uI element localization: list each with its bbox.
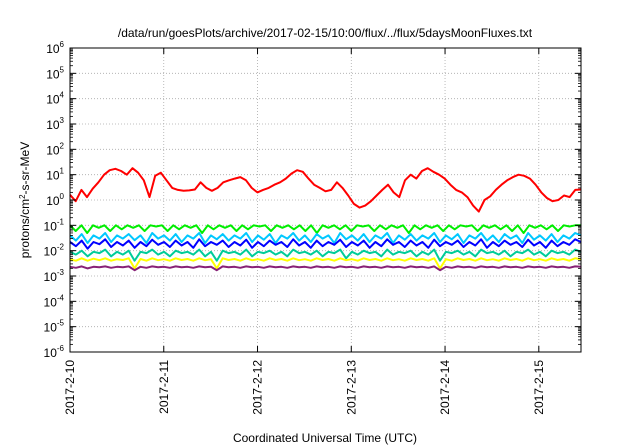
chart-title: /data/run/goesPlots/archive/2017-02-15/1… [118, 26, 533, 40]
x-axis: 2017-2-10 2017-2-11 2017-2-12 2017-2-13 2017… [63, 48, 546, 415]
y-tick-label: 106 [46, 40, 64, 56]
y-axis-label-suffix: -s-sr-MeV [18, 142, 32, 195]
series-line [69, 224, 581, 234]
y-tick-label: 10-6 [44, 344, 65, 360]
y-tick-label: 10-2 [44, 243, 65, 259]
series-line [69, 232, 582, 244]
x-tick-label: 2017-2-13 [344, 360, 358, 415]
y-tick-label: 104 [46, 91, 64, 107]
x-tick-label: 2017-2-12 [251, 360, 265, 415]
series-lines [69, 167, 582, 272]
gridlines [70, 48, 581, 352]
y-tick-label: 103 [46, 116, 64, 132]
series-line [69, 238, 582, 250]
series-line [69, 248, 582, 262]
series-line [69, 257, 582, 270]
y-tick-label: 10-5 [44, 319, 65, 335]
x-tick-label: 2017-2-10 [63, 360, 77, 415]
y-tick-label: 10-1 [44, 217, 65, 233]
series-line [69, 265, 582, 272]
y-tick-label: 101 [46, 167, 64, 183]
y-tick-label: 102 [46, 141, 64, 157]
y-axis-label: protons/cm2-s-sr-MeV [18, 142, 33, 258]
y-tick-label: 100 [46, 192, 64, 208]
x-tick-label: 2017-2-11 [157, 360, 171, 414]
y-tick-label: 105 [46, 65, 64, 81]
y-axis-label-sup: 2 [18, 194, 27, 199]
x-tick-label: 2017-2-15 [532, 360, 546, 415]
x-axis-label: Coordinated Universal Time (UTC) [233, 431, 417, 445]
y-axis-label-prefix: protons/cm [18, 199, 32, 258]
x-tick-label: 2017-2-14 [438, 360, 452, 415]
series-line [69, 167, 582, 213]
y-tick-label: 10-3 [44, 268, 65, 284]
y-axis: 10-6 10-5 10-4 10-3 10-2 10-1 100 101 102 103 104 1… [44, 40, 581, 360]
y-tick-label: 10-4 [44, 293, 65, 309]
